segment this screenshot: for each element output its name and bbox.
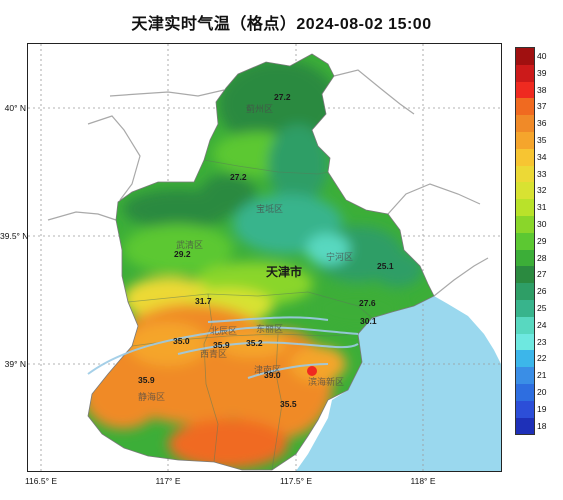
district-label-wuqing: 武清区 [176, 239, 203, 250]
legend-label: 25 [537, 302, 547, 313]
legend-swatch [516, 215, 534, 233]
y-tick-label: 40° N [4, 103, 26, 113]
temperature-label: 31.7 [195, 296, 212, 306]
legend-label: 34 [537, 151, 547, 162]
temperature-label: 27.6 [359, 298, 376, 308]
city-label: 天津市 [266, 264, 302, 279]
temperature-label: 35.2 [246, 338, 263, 348]
legend-swatch [516, 131, 534, 149]
rivers [87, 316, 359, 379]
legend-label: 36 [537, 118, 547, 129]
tianjin-outline [87, 53, 435, 471]
legend-swatch [516, 383, 534, 401]
legend-label: 38 [537, 84, 547, 95]
legend-swatch [516, 48, 534, 65]
legend-swatch [516, 333, 534, 351]
legend-label: 31 [537, 202, 547, 213]
temperature-label: 35.9 [138, 375, 155, 385]
district-label-dongli: 东丽区 [256, 323, 283, 334]
legend-swatch [516, 283, 534, 300]
district-label-baodi: 宝坻区 [256, 203, 283, 214]
legend-label: 28 [537, 252, 547, 263]
map-title: 天津实时气温（格点）2024-08-02 15:00 [131, 16, 432, 33]
district-label-jinghai: 静海区 [138, 391, 165, 402]
legend-label: 37 [537, 101, 547, 112]
hot-spot [307, 366, 317, 376]
temperature-label-group: 27.2 27.2 29.2 25.1 27.6 31.7 30.1 35.0 … [138, 92, 394, 409]
legend-swatch [516, 148, 534, 166]
legend-swatch [516, 199, 534, 216]
temperature-map: 天津市 蓟州区 宝坻区 武清区 宁河区 北辰区 东丽区 西青区 津南区 滨海新区… [28, 44, 501, 471]
legend-label: 35 [537, 134, 547, 145]
legend-swatch [516, 115, 534, 132]
legend-swatch [516, 417, 534, 435]
color-legend [515, 47, 535, 436]
temperature-label: 29.2 [174, 249, 191, 259]
map-frame: 天津市 蓟州区 宝坻区 武清区 宁河区 北辰区 东丽区 西青区 津南区 滨海新区… [27, 43, 502, 472]
district-label-binhai: 滨海新区 [308, 376, 344, 387]
district-label-beichen: 北辰区 [210, 326, 237, 336]
legend-swatch [516, 400, 534, 418]
legend-label: 39 [537, 67, 547, 78]
legend-swatch [516, 98, 534, 116]
legend-label: 19 [537, 403, 547, 414]
x-tick-label: 118° E [410, 476, 436, 486]
legend-label: 30 [537, 218, 547, 229]
temperature-label: 30.1 [360, 316, 377, 326]
legend-swatch [516, 350, 534, 368]
temperature-label: 39.0 [264, 370, 281, 380]
legend-swatch [516, 316, 534, 334]
district-label-ninghe: 宁河区 [326, 251, 353, 262]
legend-label: 32 [537, 185, 547, 196]
x-tick-label: 117° E [155, 476, 181, 486]
district-label-jizhou: 蓟州区 [246, 103, 273, 114]
legend-label: 18 [537, 420, 547, 431]
district-label-group: 蓟州区 宝坻区 武清区 宁河区 北辰区 东丽区 西青区 津南区 滨海新区 静海区 [138, 103, 353, 402]
sea-area [296, 296, 501, 471]
y-tick-label: 39.5° N [0, 231, 29, 241]
legend-swatch [516, 64, 534, 82]
temperature-label: 25.1 [377, 261, 394, 271]
legend-label: 26 [537, 286, 547, 297]
legend-label: 40 [537, 50, 547, 61]
legend-swatch [516, 249, 534, 267]
temperature-label: 35.9 [213, 340, 230, 350]
x-tick-label: 117.5° E [279, 476, 313, 486]
legend-swatch [516, 266, 534, 284]
temperature-label: 35.5 [280, 399, 297, 409]
y-tick-label: 39° N [4, 359, 26, 369]
legend-label: 27 [537, 269, 547, 280]
district-label-jinnan: 津南区 [254, 364, 281, 375]
legend-label: 29 [537, 235, 547, 246]
legend-swatch [516, 81, 534, 99]
temperature-label: 27.2 [230, 172, 247, 182]
district-label-xiqing: 西青区 [200, 348, 227, 359]
legend-swatch [516, 182, 534, 200]
legend-label: 20 [537, 386, 547, 397]
legend-label: 21 [537, 370, 547, 381]
legend-swatch [516, 367, 534, 384]
legend-label: 22 [537, 353, 547, 364]
legend-swatch [516, 165, 534, 183]
legend-swatch [516, 299, 534, 317]
legend-label: 24 [537, 319, 547, 330]
temperature-label: 27.2 [274, 92, 291, 102]
legend-swatch [516, 232, 534, 250]
x-tick-label: 116.5° E [24, 476, 58, 486]
temperature-label: 35.0 [173, 336, 190, 346]
legend-label: 33 [537, 168, 547, 179]
legend-label: 23 [537, 336, 547, 347]
province-boundaries [47, 69, 489, 297]
